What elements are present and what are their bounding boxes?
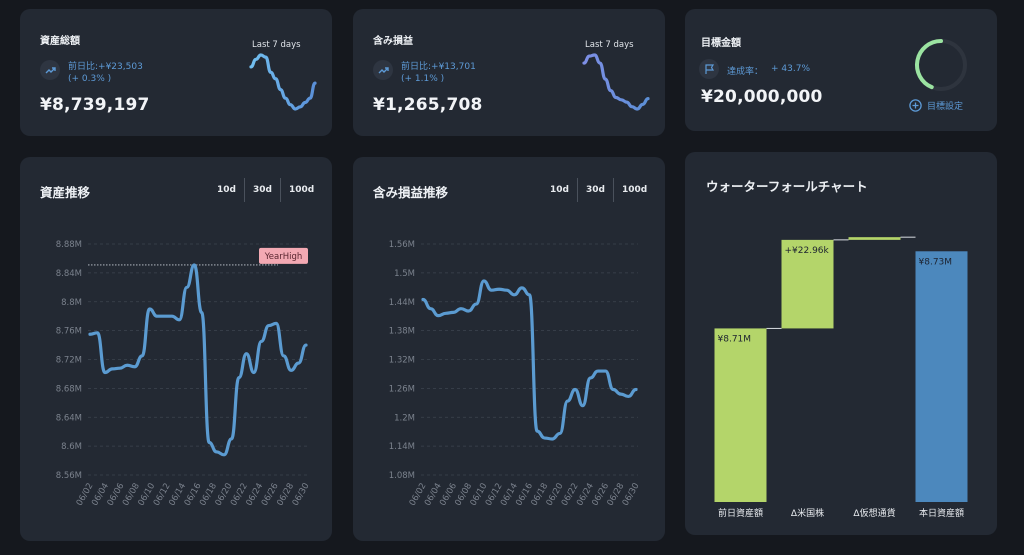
data-label: ¥8.73M <box>919 257 953 267</box>
data-label: ¥8.71M <box>718 334 752 344</box>
y-tick-label: 1.32M <box>389 356 415 366</box>
total-assets-sparkline <box>249 53 317 111</box>
sparkline-path <box>249 53 317 111</box>
waterfall-panel: ウォーターフォールチャート ¥8.71M 前日資産額 +¥22.96k Δ米国株 Δ仮想… <box>685 152 997 535</box>
unrealized-pnl-card: 含み損益 前日比:+¥13,701 (+ 1.1% ) ¥1,265,708 L… <box>353 9 665 136</box>
annotation-label: YearHigh <box>264 252 303 262</box>
trend-up-icon <box>373 60 393 80</box>
total-assets-card: 資産総額 前日比:+¥23,503 (+ 0.3% ) ¥8,739,197 L… <box>20 9 332 136</box>
pnl-trend-title: 含み損益推移 <box>373 185 449 200</box>
waterfall-bar <box>781 239 834 329</box>
y-tick-label: 1.2M <box>394 413 415 423</box>
waterfall-bar <box>714 328 767 502</box>
y-tick-label: 8.76M <box>56 327 82 337</box>
waterfall-bar <box>848 237 901 240</box>
range-tab-100d[interactable]: 100d <box>621 185 648 195</box>
range-tab-10d[interactable]: 10d <box>217 185 236 195</box>
unrealized-pnl-period: Last 7 days <box>585 40 634 50</box>
pnl-trend-chart: 1.08M 1.14M 1.2M 1.26M 1.32M 1.38M 1.44M 1.5M 1.… <box>389 240 642 508</box>
unrealized-pnl-title: 含み損益 <box>373 36 413 47</box>
divider <box>243 178 245 202</box>
y-tick-label: 8.88M <box>56 240 82 250</box>
goal-value: ¥20,000,000 <box>701 87 823 107</box>
y-tick-label: 8.8M <box>61 298 82 308</box>
asset-trend-panel: 資産推移 10d 30d 100d 8.56M 8.6M 8.64M 8.68M 8.7… <box>20 157 332 541</box>
unrealized-pnl-change-pct: (+ 1.1% ) <box>401 74 445 84</box>
y-tick-label: 1.38M <box>389 327 415 337</box>
range-tab-10d[interactable]: 10d <box>550 185 569 195</box>
reference-annotation: YearHigh <box>259 247 308 264</box>
category-label: 本日資産額 <box>919 507 964 519</box>
divider <box>576 178 578 202</box>
asset-trend-chart: 8.56M 8.6M 8.64M 8.68M 8.72M 8.76M 8.8M 8.84M 8.… <box>56 240 312 508</box>
set-goal-button[interactable]: 目標設定 <box>909 99 963 112</box>
series-line <box>421 279 638 441</box>
trend-up-icon <box>40 60 60 80</box>
total-assets-change-pct: (+ 0.3% ) <box>68 74 112 84</box>
unrealized-pnl-value: ¥1,265,708 <box>373 95 483 115</box>
y-tick-label: 8.56M <box>56 471 82 481</box>
flag-icon <box>699 59 719 79</box>
goal-gauge <box>915 39 967 91</box>
total-assets-value: ¥8,739,197 <box>40 95 150 115</box>
sparkline-path <box>582 53 650 111</box>
y-tick-label: 8.84M <box>56 269 82 279</box>
y-tick-label: 8.68M <box>56 384 82 394</box>
unrealized-pnl-sparkline <box>582 53 650 111</box>
set-goal-label: 目標設定 <box>927 102 964 112</box>
y-tick-label: 1.08M <box>389 471 415 481</box>
y-tick-label: 1.14M <box>389 442 415 452</box>
divider <box>612 178 614 202</box>
range-tab-30d[interactable]: 30d <box>585 185 605 195</box>
data-label: +¥22.96k <box>785 246 830 256</box>
unrealized-pnl-change: 前日比:+¥13,701 <box>401 62 476 72</box>
asset-trend-range-tabs: 10d 30d 100d <box>209 178 322 202</box>
gauge-progress-arc <box>915 39 943 90</box>
range-tab-30d[interactable]: 30d <box>252 185 272 195</box>
category-label: 前日資産額 <box>718 507 763 519</box>
total-assets-change: 前日比:+¥23,503 <box>68 62 143 72</box>
category-label: Δ米国株 <box>791 507 824 519</box>
pnl-trend-range-tabs: 10d 30d 100d <box>542 178 655 202</box>
y-tick-label: 1.56M <box>389 240 415 250</box>
goal-achievement-value: + 43.7% <box>771 64 810 74</box>
y-tick-label: 1.5M <box>394 269 415 279</box>
waterfall-bar <box>915 251 968 502</box>
y-tick-label: 8.72M <box>56 356 82 366</box>
waterfall-title: ウォーターフォールチャート <box>706 179 868 194</box>
y-tick-label: 8.64M <box>56 413 82 423</box>
goal-achievement-label: 達成率： <box>727 67 764 77</box>
waterfall-chart: ¥8.71M 前日資産額 +¥22.96k Δ米国株 Δ仮想通貨 ¥8.73M 本日資産額 <box>714 236 968 519</box>
category-label: Δ仮想通貨 <box>853 507 895 519</box>
plus-circle-icon <box>909 99 922 112</box>
range-tab-100d[interactable]: 100d <box>288 185 315 195</box>
y-tick-label: 8.6M <box>61 442 82 452</box>
total-assets-title: 資産総額 <box>40 36 80 47</box>
pnl-trend-panel: 含み損益推移 10d 30d 100d 1.08M 1.14M 1.2M 1.26M 1… <box>353 157 665 541</box>
goal-title: 目標金額 <box>701 38 741 49</box>
annotation-badge <box>259 247 308 264</box>
series-line <box>88 263 308 457</box>
asset-trend-title: 資産推移 <box>40 185 91 200</box>
goal-card: 目標金額 達成率： + 43.7% ¥20,000,000 目標設定 <box>685 9 997 131</box>
divider <box>279 178 281 202</box>
y-tick-label: 1.44M <box>389 298 415 308</box>
y-tick-label: 1.26M <box>389 384 415 394</box>
total-assets-period: Last 7 days <box>252 40 301 50</box>
